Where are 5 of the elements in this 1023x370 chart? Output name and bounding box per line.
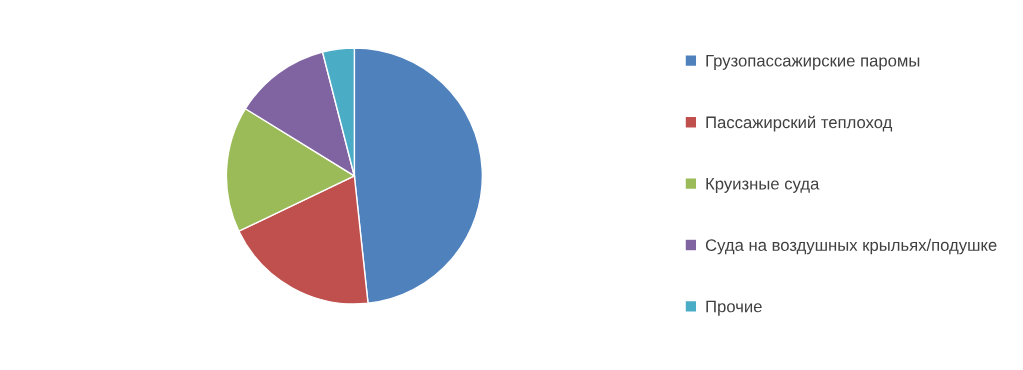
legend-label: Суда на воздушных крыльях/подушке bbox=[705, 238, 997, 255]
legend-label: Прочие bbox=[706, 300, 762, 316]
legend-label: Круизные суда bbox=[706, 177, 820, 193]
legend-label: Грузопассажирские паромы bbox=[706, 54, 920, 70]
legend-label: Пассажирский теплоход bbox=[706, 115, 893, 132]
